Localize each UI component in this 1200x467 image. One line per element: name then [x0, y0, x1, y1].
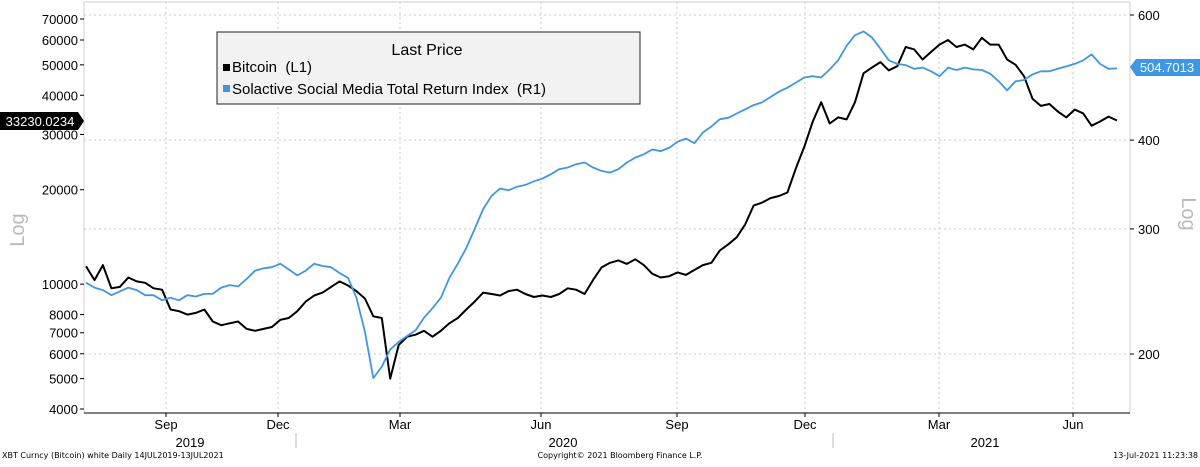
x-axis-year-label: 2021 — [971, 435, 1000, 450]
left-axis-label: Log — [7, 213, 29, 246]
x-axis-month-label: Dec — [793, 417, 817, 432]
x-axis-month-label: Mar — [389, 417, 412, 432]
last-value-right: 504.7013 — [1140, 60, 1194, 75]
left-axis-tick-label: 10000 — [42, 277, 78, 292]
grid-layer — [84, 2, 1130, 413]
left-axis-tick-label: 8000 — [49, 308, 78, 323]
left-axis-tick-label: 60000 — [42, 33, 78, 48]
series-layer — [85, 30, 1118, 380]
x-axis-month-label: Jun — [1063, 417, 1084, 432]
left-axis-tick-label: 40000 — [42, 88, 78, 103]
axis-layer: 4000 5000 6000 7000 8000 10000 20000 30000 40000… — [42, 8, 1160, 450]
legend: Last Price Bitcoin (L1) Solactive Social… — [216, 31, 641, 105]
left-axis-tick-label: 5000 — [49, 372, 78, 387]
right-axis-tick-label: 200 — [1138, 347, 1160, 362]
last-value-tag-left-shape — [0, 112, 84, 130]
right-axis-tick-label: 600 — [1138, 8, 1160, 23]
left-axis-tick-label: 30000 — [42, 127, 78, 142]
legend-title: Last Price — [391, 42, 462, 59]
footer-center: Copyright© 2021 Bloomberg Finance L.P. — [538, 451, 703, 460]
series-line-solactive — [85, 30, 1118, 380]
left-axis-tick-label: 50000 — [42, 58, 78, 73]
right-axis-tick-label: 400 — [1138, 133, 1160, 148]
left-axis-tick-label: 4000 — [49, 402, 78, 417]
right-axis-label: Log — [1177, 197, 1199, 230]
last-value-tag-right-shape — [1130, 59, 1200, 76]
x-axis-month-label: Jun — [531, 417, 552, 432]
x-axis-year-label: 2020 — [549, 435, 578, 450]
left-axis-tick-label: 20000 — [42, 183, 78, 198]
left-axis-tick-label: 7000 — [49, 326, 78, 341]
last-value-tag-right: 504.7013 — [1130, 59, 1200, 76]
footer-right: 13-Jul-2021 11:23:38 — [1113, 451, 1198, 460]
legend-box — [216, 31, 641, 105]
left-axis-tick-label: 70000 — [42, 12, 78, 27]
legend-swatch-solactive — [223, 85, 230, 92]
x-axis-year-label: 2019 — [176, 435, 205, 450]
footer-left: XBT Curncy (Bitcoin) white Daily 14JUL20… — [2, 451, 224, 460]
x-axis-month-label: Sep — [154, 417, 177, 432]
right-axis-tick-label: 300 — [1138, 222, 1160, 237]
left-axis-tick-label: 6000 — [49, 347, 78, 362]
last-value-tag-left: 33230.0234 — [0, 112, 84, 130]
series-line-bitcoin — [85, 36, 1118, 380]
x-axis-month-label: Dec — [266, 417, 290, 432]
x-axis-month-label: Mar — [928, 417, 951, 432]
legend-swatch-bitcoin — [223, 64, 230, 71]
legend-label-solactive: Solactive Social Media Total Return Inde… — [232, 81, 546, 98]
last-value-left: 33230.0234 — [6, 114, 75, 129]
x-axis-month-label: Sep — [665, 417, 688, 432]
legend-label-bitcoin: Bitcoin (L1) — [232, 59, 312, 76]
